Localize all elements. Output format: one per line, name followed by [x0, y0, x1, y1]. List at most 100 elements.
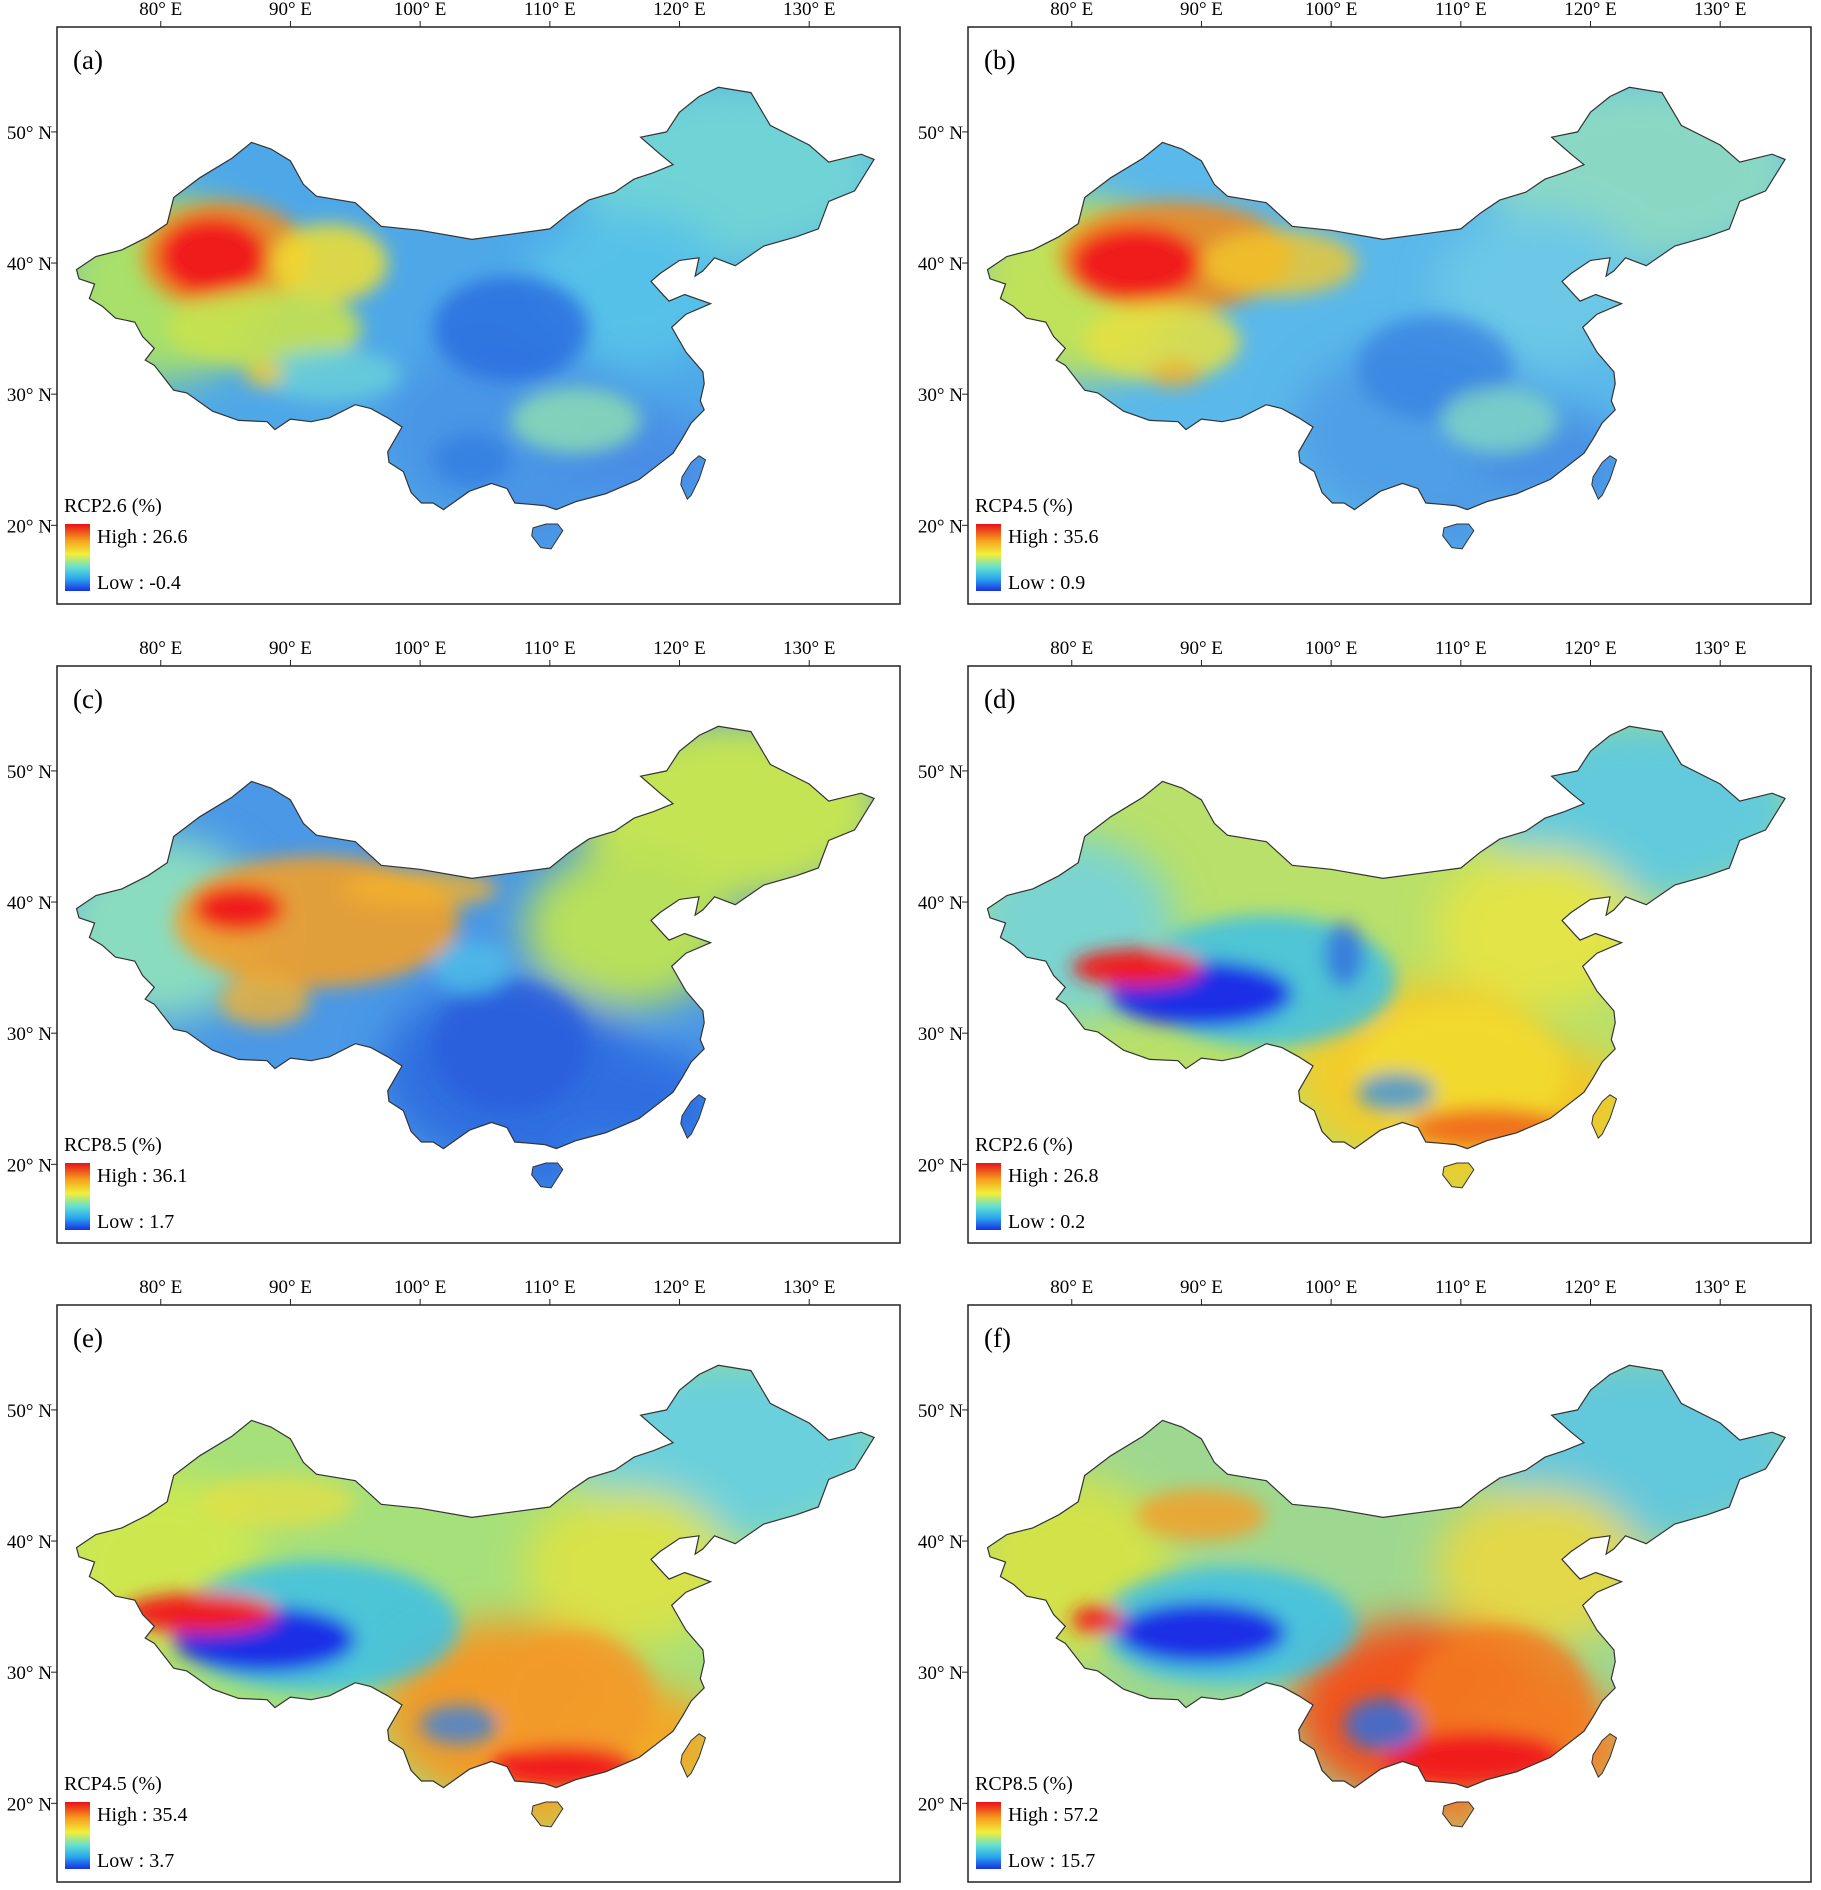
- lon-tick-label: 130° E: [783, 0, 835, 20]
- legend-low-label: Low : 3.7: [97, 1850, 174, 1872]
- panel-label: (c): [73, 684, 103, 714]
- lon-tick-label: 80° E: [1050, 1277, 1093, 1298]
- legend-title: RCP2.6 (%): [64, 495, 162, 517]
- lon-tick-label: 90° E: [1180, 1277, 1223, 1298]
- lon-tick-label: 90° E: [1180, 0, 1223, 20]
- china-outline: [75, 1364, 875, 1789]
- legend-color-ramp: [65, 524, 90, 591]
- map-panel-b: 80° E 90° E 100° E 110° E 120° E 130° E 50° N 4…: [918, 0, 1812, 605]
- china-outline: [986, 725, 1786, 1150]
- lat-tick-label: 20° N: [7, 1794, 52, 1815]
- legend-high-label: High : 35.4: [97, 1804, 188, 1826]
- lon-tick-label: 90° E: [1180, 638, 1223, 659]
- legend-color-ramp: [976, 1802, 1001, 1869]
- lat-tick-label: 20° N: [7, 1155, 52, 1176]
- legend-title: RCP2.6 (%): [975, 1134, 1073, 1156]
- lat-tick-label: 30° N: [7, 385, 52, 406]
- lat-tick-label: 50° N: [7, 123, 52, 144]
- lat-tick-label: 50° N: [918, 762, 963, 783]
- legend-high-label: High : 57.2: [1008, 1804, 1099, 1826]
- lon-tick-label: 80° E: [1050, 638, 1093, 659]
- legend-title: RCP8.5 (%): [975, 1773, 1073, 1795]
- lat-tick-label: 50° N: [7, 762, 52, 783]
- lat-tick-label: 30° N: [7, 1024, 52, 1045]
- map-panel-f: 80° E 90° E 100° E 110° E 120° E 130° E 50° N 4…: [918, 1277, 1812, 1883]
- lon-tick-label: 100° E: [1305, 638, 1357, 659]
- lon-tick-label: 110° E: [524, 638, 576, 659]
- lon-tick-label: 120° E: [1564, 1277, 1616, 1298]
- lon-tick-label: 100° E: [394, 0, 446, 20]
- china-outline: [75, 86, 875, 511]
- lon-tick-label: 110° E: [524, 0, 576, 20]
- map-panel-c: 80° E 90° E 100° E 110° E 120° E 130° E 50° N 4…: [7, 638, 901, 1244]
- lon-tick-label: 130° E: [1694, 0, 1746, 20]
- lat-tick-label: 50° N: [918, 123, 963, 144]
- map-panel-e: 80° E 90° E 100° E 110° E 120° E 130° E 50° N 4…: [7, 1277, 901, 1883]
- lat-tick-label: 40° N: [918, 254, 963, 275]
- lat-tick-label: 30° N: [918, 1663, 963, 1684]
- lon-tick-label: 120° E: [653, 0, 705, 20]
- lon-tick-label: 130° E: [1694, 1277, 1746, 1298]
- lat-tick-label: 20° N: [918, 1794, 963, 1815]
- lat-tick-label: 40° N: [7, 254, 52, 275]
- lon-tick-label: 90° E: [269, 0, 312, 20]
- lon-tick-label: 90° E: [269, 638, 312, 659]
- lon-tick-label: 80° E: [139, 0, 182, 20]
- china-outline: [986, 1364, 1786, 1789]
- legend-color-ramp: [976, 524, 1001, 591]
- lat-tick-label: 30° N: [7, 1663, 52, 1684]
- lat-tick-label: 40° N: [7, 893, 52, 914]
- lon-tick-label: 130° E: [1694, 638, 1746, 659]
- legend-high-label: High : 26.6: [97, 526, 188, 548]
- lon-tick-label: 80° E: [139, 638, 182, 659]
- legend-color-ramp: [65, 1802, 90, 1869]
- lat-tick-label: 50° N: [7, 1401, 52, 1422]
- lon-tick-label: 80° E: [139, 1277, 182, 1298]
- legend-high-label: High : 26.8: [1008, 1165, 1099, 1187]
- lon-tick-label: 100° E: [394, 1277, 446, 1298]
- lon-tick-label: 130° E: [783, 1277, 835, 1298]
- lon-tick-label: 120° E: [653, 1277, 705, 1298]
- china-outline: [986, 86, 1786, 511]
- map-panel-a: 80° E 90° E 100° E 110° E 120° E 130° E 50° N 4…: [7, 0, 901, 605]
- lat-tick-label: 40° N: [918, 893, 963, 914]
- lat-tick-label: 20° N: [918, 516, 963, 537]
- legend-color-ramp: [65, 1163, 90, 1230]
- lon-tick-label: 130° E: [783, 638, 835, 659]
- legend-low-label: Low : 1.7: [97, 1211, 174, 1233]
- lon-tick-label: 110° E: [1435, 0, 1487, 20]
- panel-label: (d): [984, 684, 1015, 714]
- legend-low-label: Low : 0.9: [1008, 572, 1085, 594]
- panel-label: (f): [984, 1323, 1011, 1353]
- legend-title: RCP4.5 (%): [64, 1773, 162, 1795]
- legend-title: RCP8.5 (%): [64, 1134, 162, 1156]
- panel-label: (b): [984, 45, 1015, 75]
- legend-high-label: High : 36.1: [97, 1165, 188, 1187]
- legend-title: RCP4.5 (%): [975, 495, 1073, 517]
- lon-tick-label: 110° E: [1435, 1277, 1487, 1298]
- lat-tick-label: 20° N: [7, 516, 52, 537]
- map-panel-d: 80° E 90° E 100° E 110° E 120° E 130° E 50° N 4…: [918, 638, 1812, 1244]
- lat-tick-label: 30° N: [918, 385, 963, 406]
- lon-tick-label: 100° E: [394, 638, 446, 659]
- lon-tick-label: 100° E: [1305, 1277, 1357, 1298]
- lon-tick-label: 120° E: [1564, 638, 1616, 659]
- lon-tick-label: 80° E: [1050, 0, 1093, 20]
- lon-tick-label: 120° E: [653, 638, 705, 659]
- legend-color-ramp: [976, 1163, 1001, 1230]
- lat-tick-label: 40° N: [918, 1532, 963, 1553]
- panel-label: (a): [73, 45, 103, 75]
- legend-low-label: Low : -0.4: [97, 572, 181, 594]
- legend-high-label: High : 35.6: [1008, 526, 1099, 548]
- lat-tick-label: 30° N: [918, 1024, 963, 1045]
- lon-tick-label: 110° E: [1435, 638, 1487, 659]
- legend-low-label: Low : 0.2: [1008, 1211, 1085, 1233]
- lat-tick-label: 50° N: [918, 1401, 963, 1422]
- panel-label: (e): [73, 1323, 103, 1353]
- lat-tick-label: 40° N: [7, 1532, 52, 1553]
- lon-tick-label: 100° E: [1305, 0, 1357, 20]
- lon-tick-label: 110° E: [524, 1277, 576, 1298]
- lon-tick-label: 120° E: [1564, 0, 1616, 20]
- legend-low-label: Low : 15.7: [1008, 1850, 1095, 1872]
